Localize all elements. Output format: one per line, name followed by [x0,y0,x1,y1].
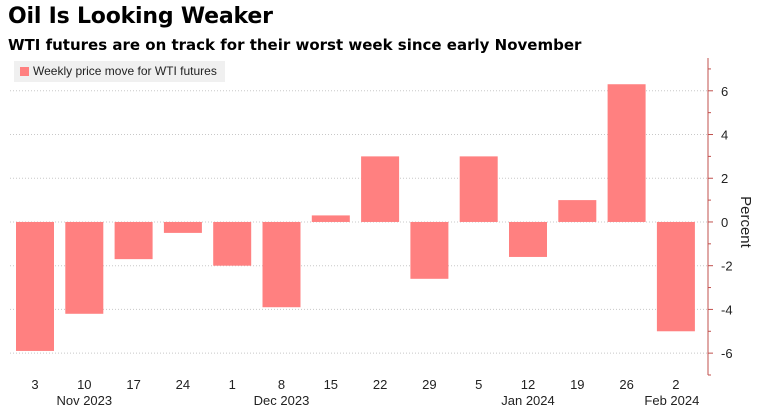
chart-subtitle: WTI futures are on track for their worst… [8,36,582,54]
y-tick-label: -6 [721,346,733,361]
axes [707,58,713,376]
x-tick-label: 10 [77,377,91,392]
legend: Weekly price move for WTI futures [14,61,225,82]
x-month-label: Dec 2023 [254,393,310,408]
y-tick-label: 6 [721,84,728,99]
x-tick-label: 19 [570,377,584,392]
bar [410,221,449,279]
x-tick-label: 15 [324,377,338,392]
bar [459,156,498,222]
y-axis-title: Percent [737,196,754,249]
x-tick-label: 22 [373,377,387,392]
bar [361,156,400,222]
bars [16,84,695,351]
bar [311,215,350,222]
y-tick-label: 0 [721,215,728,230]
chart-title: Oil Is Looking Weaker [8,4,273,29]
x-tick-label: 24 [176,377,190,392]
x-tick-label: 2 [672,377,679,392]
legend-swatch [20,66,29,76]
bar [656,221,695,332]
tick-labels: 6 4 2 0 -2 -4 -6 3 10 17 24 1 8 15 22 29 5 12 19 26 2 Nov 202… [31,84,754,408]
x-tick-label: 26 [619,377,633,392]
y-tick-label: 2 [721,171,728,186]
x-tick-label: 12 [521,377,535,392]
x-tick-label: 17 [126,377,140,392]
x-tick-label: 3 [31,377,38,392]
y-tick-label: -4 [721,302,733,317]
bar [65,221,104,314]
bar [509,221,547,257]
x-tick-label: 29 [422,377,436,392]
bar [213,221,252,266]
x-month-label: Jan 2024 [501,393,555,408]
bar [607,84,646,222]
bar [558,200,597,222]
legend-label: Weekly price move for WTI futures [33,64,217,78]
grid-lines [10,90,708,354]
x-month-label: Feb 2024 [644,393,699,408]
x-tick-label: 1 [229,377,236,392]
bar [262,221,301,308]
bar [114,221,153,260]
x-month-label: Nov 2023 [56,393,112,408]
bar [16,221,54,351]
y-tick-label: 4 [721,128,728,143]
bar [163,221,202,233]
y-tick-label: -2 [721,259,733,274]
x-tick-label: 8 [278,377,285,392]
x-tick-label: 5 [475,377,482,392]
